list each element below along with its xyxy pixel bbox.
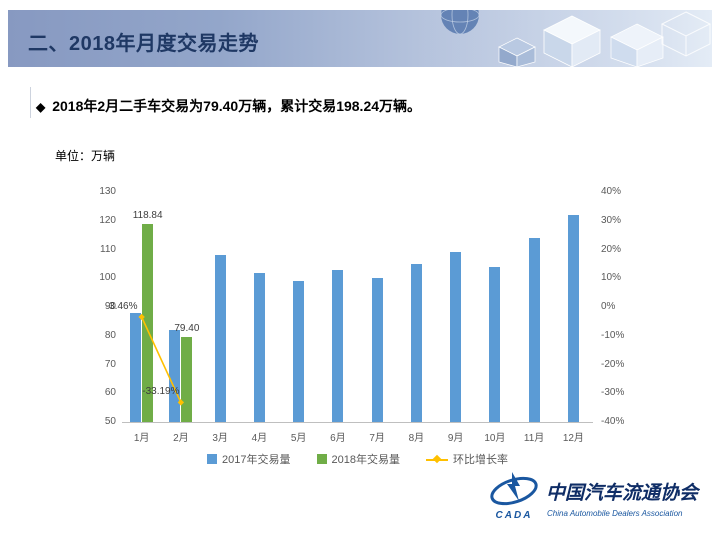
x-axis-label: 7月 (369, 433, 385, 444)
legend-line-swatch-icon (425, 454, 448, 464)
logo-name-cn: 中国汽车流通协会 (546, 482, 700, 504)
cube-outline-icon (660, 11, 712, 57)
y-axis-right-tick-label: 20% (601, 243, 622, 255)
legend-bar-swatch-icon (316, 454, 327, 464)
y-axis-left-tick-label: 110 (100, 243, 116, 255)
y-axis-right-tick-label: -10% (601, 329, 625, 341)
cada-logo: CADA 中国汽车流通协会 China Automobile Dealers A… (488, 471, 701, 530)
chart-unit-label: 单位：万辆 (55, 149, 116, 163)
legend-item: 2018年交易量 (316, 451, 400, 467)
line-data-label: -33.19% (142, 386, 180, 398)
bar-2017 (567, 215, 579, 422)
y-axis-left-tick-label: 100 (99, 272, 116, 284)
x-axis-label: 11月 (523, 433, 545, 444)
y-axis-right-tick-label: 10% (601, 272, 622, 284)
x-axis-label: 2月 (173, 433, 189, 444)
logo-acronym: CADA (496, 510, 533, 521)
cube-icon (610, 23, 664, 67)
bullet-line: ◆ 2018年2月二手车交易为79.40万辆，累计交易198.24万辆。 (36, 96, 421, 116)
bar-2018 (181, 337, 193, 422)
cada-emblem-icon: CADA (490, 472, 538, 521)
y-axis-left-tick-label: 130 (99, 186, 116, 197)
x-axis-label: 3月 (212, 433, 228, 444)
x-axis-label: 6月 (330, 433, 346, 444)
legend-bar-swatch-icon (207, 454, 218, 464)
bar-2017 (489, 266, 501, 422)
legend-label: 2018年交易量 (331, 454, 400, 466)
x-axis-line (122, 422, 593, 423)
bar-2017 (130, 312, 142, 422)
x-axis-label: 5月 (290, 433, 307, 444)
y-axis-left-tick-label: 80 (104, 329, 116, 341)
y-axis-left-tick-label: 90 (104, 301, 116, 312)
bar-2017 (169, 330, 181, 422)
bullet-diamond-icon: ◆ (36, 100, 46, 114)
y-axis-right-tick-label: -30% (601, 387, 625, 399)
y-axis-left-tick-label: 60 (104, 387, 116, 399)
globe-icon (440, 10, 480, 35)
x-axis-label: 1月 (133, 433, 150, 444)
y-axis-left-tick-label: 70 (104, 358, 116, 370)
legend-label: 环比增长率 (452, 454, 508, 466)
y-axis-right-tick-label: 30% (601, 214, 622, 226)
bar-data-label: 79.40 (174, 323, 200, 335)
y-axis-right-tick-label: -20% (601, 358, 625, 370)
bar-2017 (253, 272, 265, 422)
legend-item: 环比增长率 (425, 451, 508, 467)
textbox-edge (30, 87, 31, 118)
y-axis-right-tick-label: 40% (601, 186, 622, 197)
bar-2017 (214, 255, 226, 422)
x-axis-label: 10月 (484, 433, 506, 444)
bar-data-label: 118.84 (132, 210, 163, 222)
x-axis-label: 9月 (447, 433, 464, 444)
bar-2017 (528, 238, 540, 422)
cube-icon (498, 37, 536, 67)
y-axis-right-tick-label: 0% (601, 301, 616, 312)
legend-label: 2017年交易量 (222, 454, 291, 466)
y-axis-left-tick-label: 120 (99, 214, 116, 226)
chart-legend: 2017年交易量 2018年交易量 环比增长率 (122, 451, 593, 467)
bar-2017 (371, 278, 383, 422)
x-axis-label: 12月 (562, 433, 584, 444)
bar-2017 (450, 252, 462, 422)
header-cubes-art (422, 10, 712, 67)
x-axis-label: 8月 (408, 433, 425, 444)
bar-2017 (293, 281, 305, 422)
line-data-label: -3.46% (105, 300, 138, 312)
bar-2017 (332, 269, 344, 422)
logo-name-en: China Automobile Dealers Association (547, 509, 683, 518)
bar-2017 (410, 263, 422, 422)
cube-icon (543, 15, 601, 67)
slide-header: 二、2018年月度交易走势 (8, 10, 712, 67)
y-axis-right-tick-label: -40% (601, 416, 625, 427)
x-axis-label: 4月 (251, 433, 268, 444)
y-axis-left-tick-label: 50 (104, 416, 116, 427)
legend-item: 2017年交易量 (207, 451, 291, 467)
bullet-text: 2018年2月二手车交易为79.40万辆，累计交易198.24万辆。 (52, 98, 422, 114)
slide-title: 二、2018年月度交易走势 (28, 33, 259, 55)
